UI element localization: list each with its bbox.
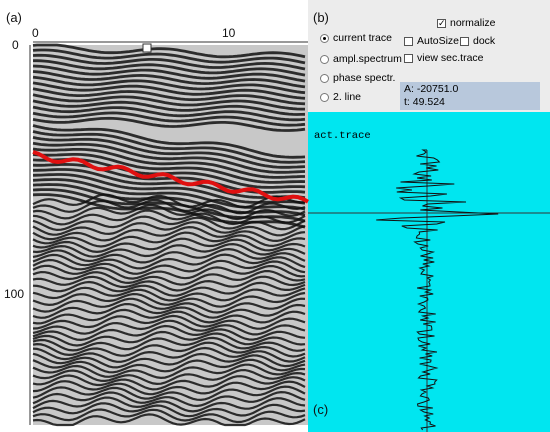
checkbox[interactable]: ✓ normalize <box>437 17 496 29</box>
y-tick-label: 0 <box>12 38 19 52</box>
radio-option[interactable]: current trace <box>320 32 392 44</box>
reflection-band <box>32 64 306 83</box>
reflection-band <box>32 330 306 347</box>
reflection-band <box>32 303 306 319</box>
trace-title: act.trace <box>314 130 371 142</box>
radio-label: 2. line <box>333 91 362 103</box>
reflection-band <box>32 280 306 297</box>
reflection-band <box>32 363 306 380</box>
reflection-band <box>32 124 306 159</box>
reflection-band <box>32 116 306 132</box>
reflection-band <box>32 237 306 254</box>
checkbox-label: AutoSize <box>417 35 460 47</box>
reflection-band <box>32 297 306 314</box>
reflection-band <box>32 258 306 275</box>
reflection-band <box>32 48 306 65</box>
x-tick-label: 0 <box>32 26 39 40</box>
radio-label: phase spectr. <box>333 72 396 84</box>
checkbox[interactable]: dock <box>460 35 495 47</box>
reflection-band <box>32 286 306 302</box>
reflection-band <box>32 199 306 215</box>
reflection-band <box>32 111 306 127</box>
reflection-band <box>32 408 306 424</box>
reflection-band <box>32 368 306 386</box>
time-readout: t: 49.524 <box>404 96 445 108</box>
info-box <box>400 82 540 110</box>
reflection-band <box>32 130 306 164</box>
x-tick-label: 10 <box>222 26 236 40</box>
reflection-band <box>32 324 306 342</box>
reflection-band <box>32 352 306 369</box>
reflection-band <box>32 43 306 59</box>
y-tick-label: 100 <box>4 287 25 301</box>
reflection-band <box>32 247 306 264</box>
radio-label: current trace <box>333 32 392 44</box>
checkbox[interactable]: AutoSize <box>404 35 459 47</box>
checkbox-label: view sec.trace <box>417 52 484 64</box>
reflection-band <box>32 396 306 413</box>
reflection-band <box>33 168 306 200</box>
reflection-band <box>32 136 306 169</box>
reflection-band <box>32 308 306 325</box>
radio-label: ampl.spectrum <box>333 53 402 65</box>
picked-horizon <box>32 150 309 204</box>
reflection-band <box>32 105 306 122</box>
checkbox-label: dock <box>473 35 496 47</box>
reflection-band <box>33 59 306 77</box>
trace-waveform <box>376 149 499 431</box>
reflection-band <box>32 390 306 408</box>
reflection-band <box>32 147 305 179</box>
radio-option[interactable]: 2. line <box>320 91 361 103</box>
reflection-band <box>32 215 306 232</box>
reflection-band <box>32 270 306 286</box>
reflection-band <box>32 225 306 243</box>
reflection-band <box>32 81 306 100</box>
reflection-band <box>32 291 306 308</box>
reflection-band <box>32 87 306 106</box>
reflection-band <box>32 93 305 111</box>
reflection-band <box>32 275 306 292</box>
reflection-band <box>32 380 306 396</box>
checkbox-label: normalize <box>450 17 496 29</box>
radio-option[interactable]: phase spectr. <box>320 72 395 84</box>
reflection-band <box>32 413 306 427</box>
reflection-band <box>32 341 306 358</box>
reflection-band <box>32 346 306 363</box>
reflection-band <box>32 204 306 221</box>
reflection-band <box>32 53 306 71</box>
panel-label: (c) <box>313 402 329 417</box>
radargram-reflections <box>32 43 306 427</box>
reflection-band <box>32 314 306 330</box>
reflection-band <box>32 374 306 391</box>
radio-option[interactable]: ampl.spectrum <box>320 53 402 65</box>
amplitude-readout: A: -20751.0 <box>404 83 459 95</box>
reflection-band <box>32 336 306 352</box>
reflection-band <box>32 193 306 209</box>
reflection-band <box>32 319 306 336</box>
reflection-band <box>32 402 306 418</box>
reflection-band <box>32 209 306 226</box>
trace-marker[interactable] <box>142 43 152 53</box>
reflection-band <box>32 253 306 270</box>
reflection-band <box>32 70 306 89</box>
trace-panel <box>308 112 550 432</box>
reflection-band <box>32 231 306 248</box>
reflection-band <box>32 242 306 258</box>
reflection-band <box>32 264 306 280</box>
panel-label: (a) <box>6 10 22 25</box>
reflection-band <box>32 141 306 174</box>
checkbox[interactable]: view sec.trace <box>404 52 484 64</box>
reflection-band <box>32 75 306 95</box>
reflection-band <box>32 385 306 402</box>
reflection-band <box>32 99 306 116</box>
reflection-band <box>32 152 306 184</box>
panel-label: (b) <box>313 10 329 25</box>
reflection-band <box>32 221 306 237</box>
reflection-band <box>32 358 306 374</box>
